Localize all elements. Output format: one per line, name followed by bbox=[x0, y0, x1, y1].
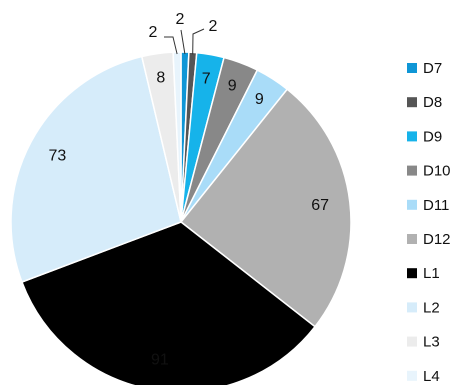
legend-swatch-l1 bbox=[407, 268, 417, 279]
legend-label-l2: L2 bbox=[423, 299, 440, 316]
legend-item-d8: D8 bbox=[407, 94, 442, 111]
legend-swatch-l2 bbox=[407, 302, 417, 313]
legend-item-l1: L1 bbox=[407, 265, 440, 282]
legend-swatch-d12 bbox=[407, 234, 417, 244]
legend-label-l1: L1 bbox=[423, 265, 440, 282]
legend-label-d7: D7 bbox=[423, 60, 442, 77]
legend-swatch-d11 bbox=[407, 199, 417, 210]
leader-line-d7 bbox=[180, 29, 186, 55]
data-label-d12: 67 bbox=[311, 197, 329, 214]
legend-label-d10: D10 bbox=[423, 163, 451, 180]
legend-label-d11: D11 bbox=[423, 197, 449, 214]
legend: D7 D8 D9 D10 D11 D12 L1 L2 L3 L4 bbox=[407, 60, 451, 385]
leader-line-d8 bbox=[192, 28, 205, 55]
data-label-d9: 7 bbox=[202, 70, 211, 87]
pie-slice-l2 bbox=[10, 55, 182, 283]
data-label-d11: 9 bbox=[255, 91, 264, 108]
legend-label-d8: D8 bbox=[423, 94, 442, 111]
leader-lines bbox=[164, 28, 205, 55]
legend-item-l3: L3 bbox=[407, 334, 440, 351]
data-label-d10: 9 bbox=[228, 78, 237, 95]
legend-item-l2: L2 bbox=[407, 299, 440, 316]
legend-swatch-l3 bbox=[407, 336, 417, 347]
legend-item-l4: L4 bbox=[407, 368, 440, 385]
data-label-d8: 2 bbox=[209, 18, 218, 35]
legend-item-d10: D10 bbox=[407, 163, 451, 180]
legend-swatch-d9 bbox=[407, 131, 417, 142]
legend-label-d9: D9 bbox=[423, 128, 442, 145]
legend-swatch-d10 bbox=[407, 165, 417, 176]
legend-swatch-l4 bbox=[407, 370, 417, 381]
data-label-l1: 91 bbox=[151, 352, 169, 369]
data-label-l2: 73 bbox=[49, 148, 67, 165]
legend-item-d9: D9 bbox=[407, 128, 442, 145]
legend-label-d12: D12 bbox=[423, 231, 451, 248]
legend-swatch-d7 bbox=[407, 63, 417, 73]
data-label-l4: 2 bbox=[149, 24, 158, 41]
legend-label-l4: L4 bbox=[423, 368, 440, 385]
data-label-l3: 8 bbox=[156, 70, 165, 87]
pie-slice-l1 bbox=[20, 221, 317, 385]
leader-line-l4 bbox=[164, 36, 178, 55]
legend-label-l3: L3 bbox=[423, 334, 440, 351]
legend-item-d7: D7 bbox=[407, 60, 442, 77]
legend-swatch-d8 bbox=[407, 97, 417, 108]
pie-slices bbox=[10, 51, 352, 385]
pie-slice-d12 bbox=[179, 88, 352, 328]
legend-item-d11: D11 bbox=[407, 197, 449, 214]
legend-item-d12: D12 bbox=[407, 231, 451, 248]
data-label-d7: 2 bbox=[176, 11, 185, 28]
